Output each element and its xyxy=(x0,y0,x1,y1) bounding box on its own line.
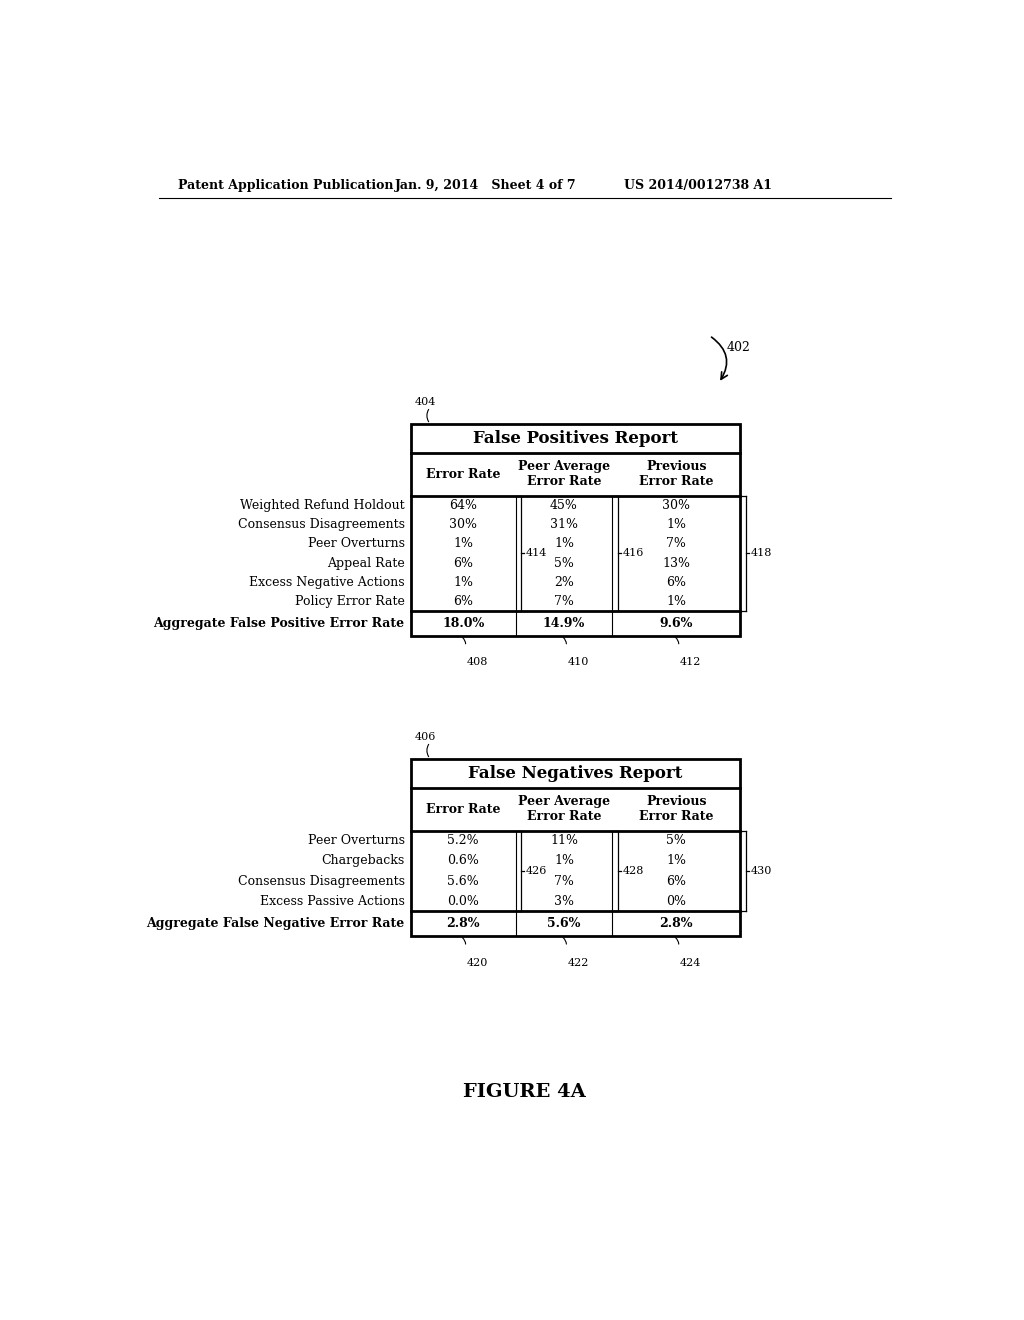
Text: Chargebacks: Chargebacks xyxy=(322,854,404,867)
Text: 428: 428 xyxy=(623,866,644,876)
Text: 5.6%: 5.6% xyxy=(447,875,479,887)
Text: 5%: 5% xyxy=(554,557,573,569)
Text: 7%: 7% xyxy=(554,875,573,887)
Text: Peer Average
Error Rate: Peer Average Error Rate xyxy=(518,461,610,488)
Text: US 2014/0012738 A1: US 2014/0012738 A1 xyxy=(624,178,772,191)
Text: 1%: 1% xyxy=(554,854,573,867)
Text: Peer Overturns: Peer Overturns xyxy=(307,537,404,550)
Text: 424: 424 xyxy=(680,958,701,968)
Text: Excess Passive Actions: Excess Passive Actions xyxy=(260,895,404,908)
Text: 7%: 7% xyxy=(667,537,686,550)
Text: 5.6%: 5.6% xyxy=(547,917,581,931)
Text: 0%: 0% xyxy=(667,895,686,908)
Text: 408: 408 xyxy=(467,657,488,668)
Text: False Negatives Report: False Negatives Report xyxy=(468,766,683,783)
Text: 2.8%: 2.8% xyxy=(659,917,693,931)
Text: Appeal Rate: Appeal Rate xyxy=(327,557,404,569)
Bar xyxy=(411,759,740,936)
Text: Consensus Disagreements: Consensus Disagreements xyxy=(238,875,404,887)
Text: 1%: 1% xyxy=(454,576,473,589)
Text: 406: 406 xyxy=(415,733,436,742)
Text: 416: 416 xyxy=(623,548,644,558)
Text: Consensus Disagreements: Consensus Disagreements xyxy=(238,517,404,531)
Text: Error Rate: Error Rate xyxy=(426,469,501,480)
Text: 30%: 30% xyxy=(663,499,690,512)
Text: Error Rate: Error Rate xyxy=(426,803,501,816)
Text: 1%: 1% xyxy=(667,517,686,531)
Text: 0.0%: 0.0% xyxy=(447,895,479,908)
Text: 0.6%: 0.6% xyxy=(447,854,479,867)
Text: 45%: 45% xyxy=(550,499,578,512)
Bar xyxy=(411,424,740,636)
Text: FIGURE 4A: FIGURE 4A xyxy=(464,1082,586,1101)
Text: Weighted Refund Holdout: Weighted Refund Holdout xyxy=(240,499,404,512)
Text: 31%: 31% xyxy=(550,517,578,531)
Text: 2%: 2% xyxy=(554,576,573,589)
Text: Jan. 9, 2014   Sheet 4 of 7: Jan. 9, 2014 Sheet 4 of 7 xyxy=(395,178,577,191)
Text: 410: 410 xyxy=(568,657,589,668)
Text: 414: 414 xyxy=(525,548,547,558)
Text: Excess Negative Actions: Excess Negative Actions xyxy=(249,576,404,589)
Text: 6%: 6% xyxy=(667,576,686,589)
Text: 1%: 1% xyxy=(454,537,473,550)
Text: 6%: 6% xyxy=(454,595,473,609)
Text: 18.0%: 18.0% xyxy=(442,616,484,630)
Text: 418: 418 xyxy=(751,548,772,558)
Text: Patent Application Publication: Patent Application Publication xyxy=(178,178,394,191)
Text: 14.9%: 14.9% xyxy=(543,616,585,630)
Text: 30%: 30% xyxy=(450,517,477,531)
Text: 6%: 6% xyxy=(667,875,686,887)
Text: 3%: 3% xyxy=(554,895,573,908)
Text: 1%: 1% xyxy=(667,854,686,867)
Text: 404: 404 xyxy=(415,397,436,408)
Text: 422: 422 xyxy=(568,958,589,968)
Text: 7%: 7% xyxy=(554,595,573,609)
Text: Aggregate False Negative Error Rate: Aggregate False Negative Error Rate xyxy=(146,917,404,931)
Text: 2.8%: 2.8% xyxy=(446,917,480,931)
Text: 1%: 1% xyxy=(554,537,573,550)
Text: 5%: 5% xyxy=(667,834,686,847)
Text: 11%: 11% xyxy=(550,834,578,847)
Text: 13%: 13% xyxy=(663,557,690,569)
Text: 1%: 1% xyxy=(667,595,686,609)
Text: Aggregate False Positive Error Rate: Aggregate False Positive Error Rate xyxy=(154,616,404,630)
Text: Previous
Error Rate: Previous Error Rate xyxy=(639,796,714,824)
Text: 5.2%: 5.2% xyxy=(447,834,479,847)
Text: 402: 402 xyxy=(727,341,751,354)
Text: 420: 420 xyxy=(467,958,488,968)
Text: 412: 412 xyxy=(680,657,701,668)
Text: 6%: 6% xyxy=(454,557,473,569)
Text: 430: 430 xyxy=(751,866,772,876)
Text: False Positives Report: False Positives Report xyxy=(473,430,678,447)
Text: Peer Overturns: Peer Overturns xyxy=(307,834,404,847)
Text: Peer Average
Error Rate: Peer Average Error Rate xyxy=(518,796,610,824)
Text: Policy Error Rate: Policy Error Rate xyxy=(295,595,404,609)
Text: 9.6%: 9.6% xyxy=(659,616,693,630)
Text: Previous
Error Rate: Previous Error Rate xyxy=(639,461,714,488)
Text: 64%: 64% xyxy=(450,499,477,512)
Text: 426: 426 xyxy=(525,866,547,876)
